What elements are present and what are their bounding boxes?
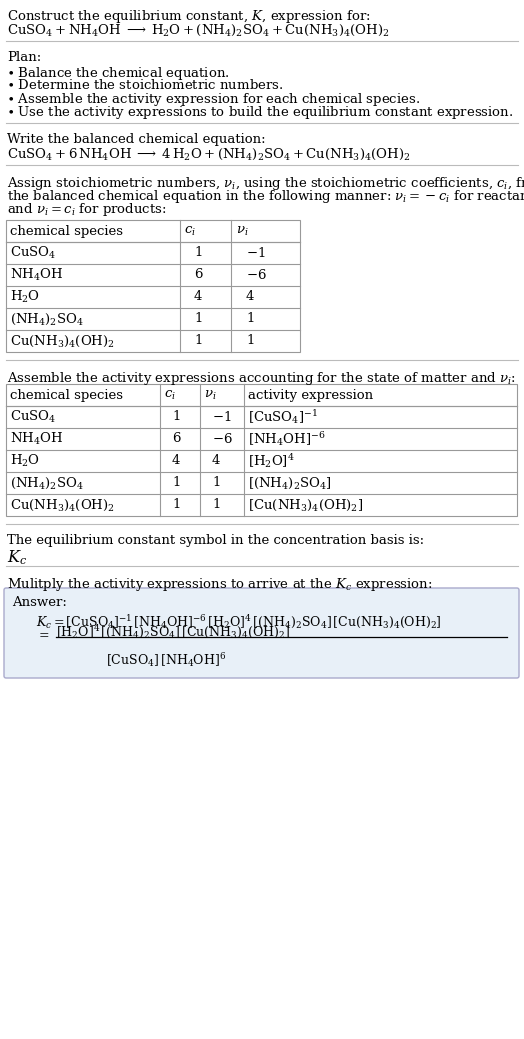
Text: Construct the equilibrium constant, $K$, expression for:: Construct the equilibrium constant, $K$,… xyxy=(7,8,371,25)
Text: 1: 1 xyxy=(172,499,180,511)
Text: $c_i$: $c_i$ xyxy=(184,224,196,238)
Text: 1: 1 xyxy=(172,477,180,489)
Text: activity expression: activity expression xyxy=(248,389,373,401)
Text: 4: 4 xyxy=(172,454,180,468)
Text: $\mathrm{NH_4OH}$: $\mathrm{NH_4OH}$ xyxy=(10,431,63,447)
Text: Write the balanced chemical equation:: Write the balanced chemical equation: xyxy=(7,133,266,146)
Text: Answer:: Answer: xyxy=(12,596,67,609)
Text: $\mathrm{CuSO_4}$: $\mathrm{CuSO_4}$ xyxy=(10,409,56,425)
Text: $\bullet$ Balance the chemical equation.: $\bullet$ Balance the chemical equation. xyxy=(7,65,230,82)
Text: 1: 1 xyxy=(246,313,254,325)
Text: 6: 6 xyxy=(194,268,202,282)
Text: the balanced chemical equation in the following manner: $\nu_i = -c_i$ for react: the balanced chemical equation in the fo… xyxy=(7,188,524,205)
Text: $c_i$: $c_i$ xyxy=(164,389,176,401)
Text: $-1$: $-1$ xyxy=(212,410,232,424)
Text: 1: 1 xyxy=(212,499,221,511)
FancyBboxPatch shape xyxy=(4,588,519,678)
Text: $\mathrm{NH_4OH}$: $\mathrm{NH_4OH}$ xyxy=(10,267,63,283)
Text: 4: 4 xyxy=(246,291,254,303)
Text: Assemble the activity expressions accounting for the state of matter and $\nu_i$: Assemble the activity expressions accoun… xyxy=(7,370,516,387)
Text: $K_c = [\mathrm{CuSO_4}]^{-1}\,[\mathrm{NH_4OH}]^{-6}\,[\mathrm{H_2O}]^4\,[(\mat: $K_c = [\mathrm{CuSO_4}]^{-1}\,[\mathrm{… xyxy=(36,614,442,631)
Text: $[\mathrm{H_2O}]^{4}$: $[\mathrm{H_2O}]^{4}$ xyxy=(248,452,295,470)
Text: The equilibrium constant symbol in the concentration basis is:: The equilibrium constant symbol in the c… xyxy=(7,534,424,547)
Text: $\mathrm{H_2O}$: $\mathrm{H_2O}$ xyxy=(10,453,40,469)
Text: $\mathrm{(NH_4)_2SO_4}$: $\mathrm{(NH_4)_2SO_4}$ xyxy=(10,476,84,490)
Text: $\mathrm{Cu(NH_3)_4(OH)_2}$: $\mathrm{Cu(NH_3)_4(OH)_2}$ xyxy=(10,498,115,512)
Text: $\bullet$ Determine the stoichiometric numbers.: $\bullet$ Determine the stoichiometric n… xyxy=(7,78,283,92)
Text: 1: 1 xyxy=(246,335,254,347)
Text: $\nu_i$: $\nu_i$ xyxy=(204,389,216,401)
Text: $\mathrm{CuSO_4}$: $\mathrm{CuSO_4}$ xyxy=(10,245,56,261)
Text: $\mathrm{(NH_4)_2SO_4}$: $\mathrm{(NH_4)_2SO_4}$ xyxy=(10,312,84,326)
Text: $\bullet$ Use the activity expressions to build the equilibrium constant express: $\bullet$ Use the activity expressions t… xyxy=(7,104,514,121)
Text: $-6$: $-6$ xyxy=(246,268,267,282)
Text: $\mathrm{H_2O}$: $\mathrm{H_2O}$ xyxy=(10,289,40,305)
Text: 1: 1 xyxy=(172,410,180,424)
Text: $\mathrm{Cu(NH_3)_4(OH)_2}$: $\mathrm{Cu(NH_3)_4(OH)_2}$ xyxy=(10,334,115,349)
Text: 1: 1 xyxy=(194,335,202,347)
Text: 4: 4 xyxy=(194,291,202,303)
Bar xyxy=(6,220,300,352)
Text: $[\mathrm{H_2O}]^4\,[(\mathrm{NH_4})_2\mathrm{SO_4}]\,[\mathrm{Cu(NH_3)_4(OH)_2}: $[\mathrm{H_2O}]^4\,[(\mathrm{NH_4})_2\m… xyxy=(56,624,290,641)
Text: $-1$: $-1$ xyxy=(246,246,266,260)
Text: $-6$: $-6$ xyxy=(212,432,233,446)
Text: $K_c$: $K_c$ xyxy=(7,548,27,566)
Text: chemical species: chemical species xyxy=(10,389,123,401)
Text: $[\mathrm{NH_4OH}]^{-6}$: $[\mathrm{NH_4OH}]^{-6}$ xyxy=(248,430,325,448)
Text: $\bullet$ Assemble the activity expression for each chemical species.: $\bullet$ Assemble the activity expressi… xyxy=(7,91,420,108)
Text: chemical species: chemical species xyxy=(10,224,123,238)
Text: $[(\mathrm{NH_4})_2\mathrm{SO_4}]$: $[(\mathrm{NH_4})_2\mathrm{SO_4}]$ xyxy=(248,476,332,490)
Text: 4: 4 xyxy=(212,454,221,468)
Text: $[\mathrm{CuSO_4}]^{-1}$: $[\mathrm{CuSO_4}]^{-1}$ xyxy=(248,408,318,426)
Text: Plan:: Plan: xyxy=(7,51,41,64)
Text: $\nu_i$: $\nu_i$ xyxy=(236,224,248,238)
Text: $\mathrm{CuSO_4 + 6\,NH_4OH \;\longrightarrow\; 4\,H_2O + (NH_4)_2SO_4 + Cu(NH_3: $\mathrm{CuSO_4 + 6\,NH_4OH \;\longright… xyxy=(7,146,410,162)
Text: $[\mathrm{CuSO_4}]\,[\mathrm{NH_4OH}]^6$: $[\mathrm{CuSO_4}]\,[\mathrm{NH_4OH}]^6$ xyxy=(106,651,226,669)
Text: $\mathrm{CuSO_4 + NH_4OH \;\longrightarrow\; H_2O + (NH_4)_2SO_4 + Cu(NH_3)_4(OH: $\mathrm{CuSO_4 + NH_4OH \;\longrightarr… xyxy=(7,23,389,38)
Text: $[\mathrm{Cu(NH_3)_4(OH)_2}]$: $[\mathrm{Cu(NH_3)_4(OH)_2}]$ xyxy=(248,498,363,512)
Text: Mulitply the activity expressions to arrive at the $K_c$ expression:: Mulitply the activity expressions to arr… xyxy=(7,576,432,593)
Text: 6: 6 xyxy=(172,432,180,446)
Text: and $\nu_i = c_i$ for products:: and $\nu_i = c_i$ for products: xyxy=(7,201,167,218)
Text: 1: 1 xyxy=(194,313,202,325)
Text: 1: 1 xyxy=(212,477,221,489)
Text: $=$: $=$ xyxy=(36,628,50,640)
Bar xyxy=(6,384,517,516)
Text: 1: 1 xyxy=(194,246,202,260)
Text: Assign stoichiometric numbers, $\nu_i$, using the stoichiometric coefficients, $: Assign stoichiometric numbers, $\nu_i$, … xyxy=(7,175,524,192)
